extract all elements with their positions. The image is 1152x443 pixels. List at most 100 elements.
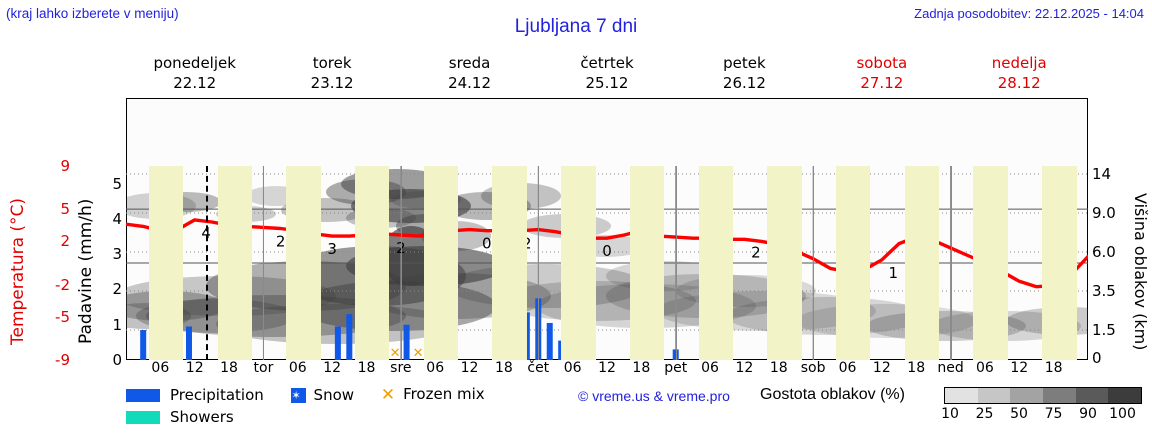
cloud-height-tick: 14 [1092,165,1112,183]
x-tick-label: 18 [1044,360,1063,376]
snow-icon [290,385,306,407]
x-tick-label: 06 [563,360,582,376]
precipitation-bar [334,326,341,360]
legend-precipitation-label: Precipitation [170,385,264,404]
x-tick-label: sre [390,360,412,376]
x-tick-label: tor [253,360,274,376]
cloud-height-tick: 3.5 [1092,282,1116,300]
precipitation-bar [403,324,410,360]
x-tick-label: 18 [495,360,513,376]
temperature-tick: 2 [60,232,70,251]
day-date: 25.12 [585,74,629,92]
day-date: 26.12 [722,74,766,92]
night-band [561,166,596,360]
x-tick-label: čet [527,360,550,376]
day-date: 27.12 [860,74,904,92]
precipitation-bar [523,312,530,360]
precipitation-tick: 5 [112,174,122,193]
night-band [355,166,390,360]
night-band [1042,166,1077,360]
x-tick-label: sob [800,360,826,376]
x-tick-label: 12 [872,360,891,376]
temperature-label: 0 [602,242,612,260]
location-menu-note[interactable]: (kraj lahko izberete v meniju) [6,6,179,21]
x-tick-label: pet [664,360,688,376]
precipitation-tick: 0 [112,351,122,369]
temperature-axis-ticks: 9 5 2 -2 -5 -9 [36,157,70,369]
precipitation-tick: 1 [112,315,122,334]
legend-frozen-mix: ✕ Frozen mix [381,383,485,406]
night-band [492,166,527,360]
legend-showers-label: Showers [170,407,234,426]
precipitation-bar [546,322,553,360]
current-time-marker [206,166,209,360]
cloud-density-labels: 10 25 50 75 90 100 [938,406,1148,424]
legend-showers: Showers [126,406,234,428]
day-separator [950,166,952,360]
temperature-label: 2 [751,243,761,261]
x-tick-label: 06 [426,360,445,376]
credit-link[interactable]: © vreme.us & vreme.pro [578,388,730,404]
day-separator [263,166,265,360]
night-band [423,166,459,360]
temperature-label: 1 [889,264,899,282]
day-header-četrtek: četrtek 25.12 [538,53,675,97]
day-date: 23.12 [310,74,354,92]
day-name: sreda [448,54,491,72]
meteogram-plot: ✕✕✕✕3423220202-12-41-4 [126,166,1088,360]
day-name: petek [723,54,766,72]
night-band [836,166,871,360]
day-name: četrtek [580,54,634,72]
night-band [629,166,665,360]
frozen-mix-icon: ✕ [380,384,396,405]
x-tick-label: 12 [735,360,754,376]
x-tick-label: 06 [976,360,994,376]
x-tick-label: 12 [460,360,479,376]
density-swatch-50 [1010,388,1044,403]
day-name: sobota [856,54,908,72]
temperature-label: 0 [482,235,492,253]
temperature-label: 2 [276,233,286,251]
precipitation-axis-ticks: 5 4 3 2 1 0 [100,166,122,369]
legend-frozen-mix-label: Frozen mix [403,385,485,404]
night-band [217,166,252,360]
density-label: 90 [1079,406,1097,422]
day-name: nedelja [991,54,1047,72]
day-name: ponedeljek [153,54,236,72]
precipitation-tick: 4 [112,209,122,228]
night-band [148,166,184,360]
temperature-tick: -2 [55,275,70,294]
cloud-height-tick: 6.0 [1092,243,1116,261]
cloud-density-colorbar [944,387,1142,404]
precipitation-tick: 2 [112,280,122,299]
cloud-height-axis-title: Višina oblakov (km) [1131,193,1150,351]
legend-snow: Snow [290,384,354,407]
night-band [767,166,802,360]
x-tick-label: 18 [632,360,651,376]
temperature-tick: -9 [55,351,70,369]
x-tick-label: ned [937,360,964,376]
density-label: 100 [1109,406,1136,422]
density-swatch-25 [977,388,1011,403]
day-header-nedelja: nedelja 28.12 [951,53,1088,97]
x-tick-label: 18 [907,360,926,376]
day-separator [813,166,815,360]
x-tick-label: 18 [220,360,238,376]
x-tick-label: 06 [288,360,307,376]
day-header-row: ponedeljek 22.12 torek 23.12 sreda 24.12 četrt… [126,53,1088,97]
precipitation-bar [346,314,353,360]
cloud-height-tick: 1.5 [1092,321,1116,339]
x-tick-label: 12 [1010,360,1029,376]
showers-swatch [126,410,160,424]
precipitation-swatch [126,388,160,402]
page-title: Ljubljana 7 dni [514,16,638,37]
night-band [698,166,733,360]
night-band [286,166,321,360]
precipitation-tick: 3 [112,245,122,264]
x-tick-label: 12 [185,360,204,376]
day-separator [675,166,677,360]
cloud-height-tick: 9.0 [1092,204,1116,222]
temperature-tick: -5 [55,307,70,326]
legend-precipitation: Precipitation [126,384,264,406]
precipitation-axis-title: Padavine (mm/h) [76,198,96,344]
